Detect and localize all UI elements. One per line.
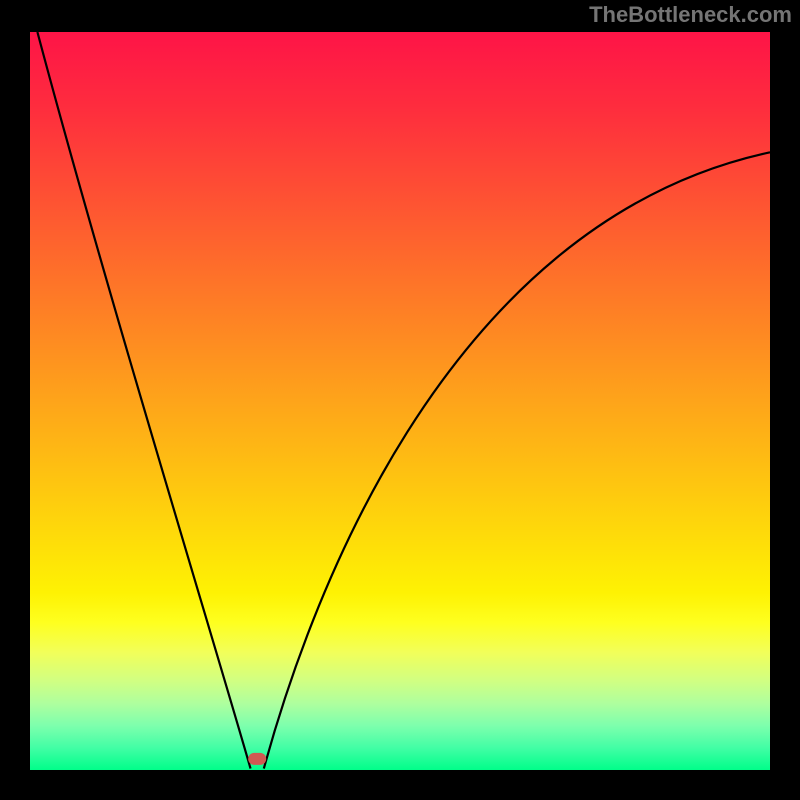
bottleneck-chart — [0, 0, 800, 800]
optimum-marker — [248, 753, 266, 765]
chart-container: TheBottleneck.com — [0, 0, 800, 800]
watermark-text: TheBottleneck.com — [589, 2, 792, 28]
